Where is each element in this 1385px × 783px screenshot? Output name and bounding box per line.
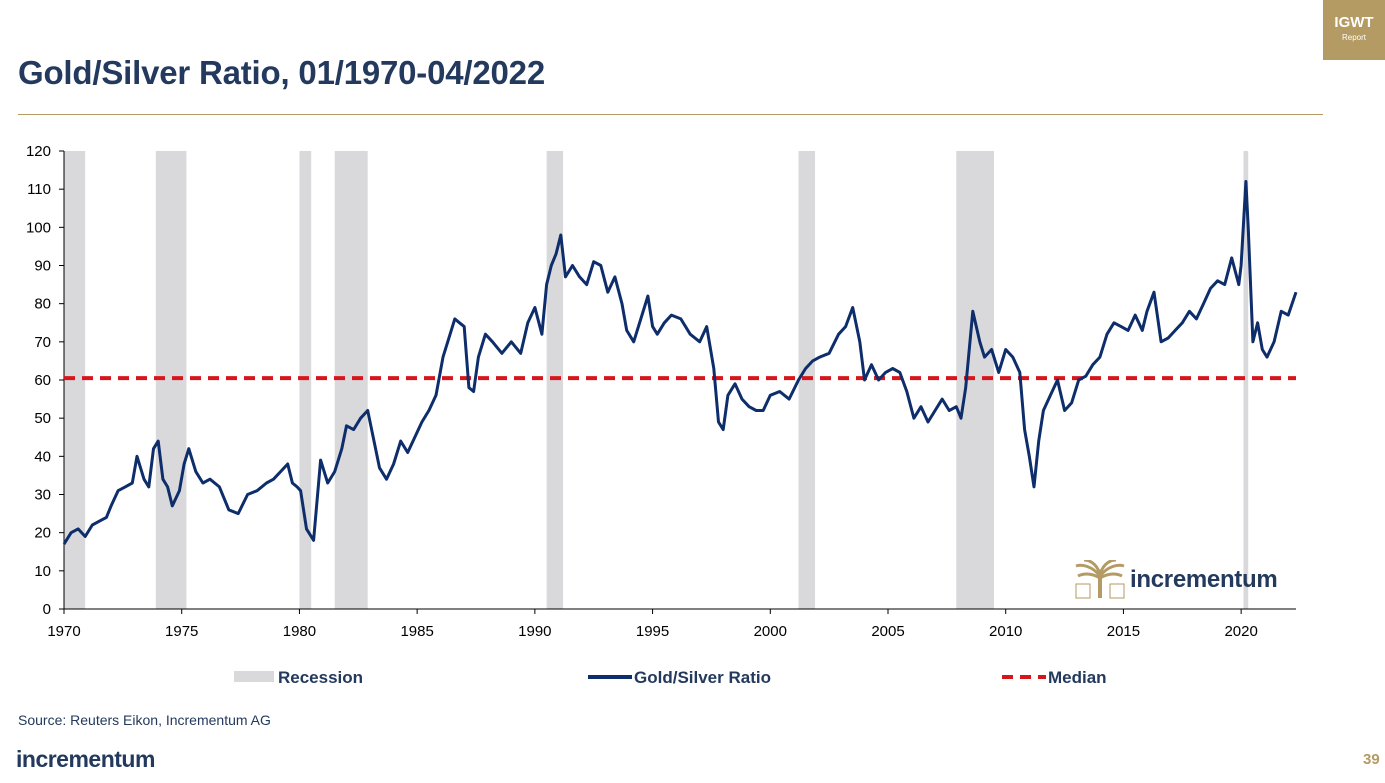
- x-tick-label-8: 2010: [989, 623, 1022, 640]
- igwt-report-badge: IGWT Report: [1323, 0, 1385, 60]
- legend-label-median: Median: [1048, 668, 1107, 687]
- y-tick-label-3: 30: [34, 487, 51, 504]
- title-divider: [18, 114, 1323, 115]
- y-tick-label-11: 110: [27, 181, 51, 198]
- watermark-text: incrementum: [1130, 566, 1278, 593]
- incrementum-watermark: incrementum: [1074, 558, 1278, 600]
- y-tick-label-12: 120: [26, 143, 51, 160]
- badge-subtitle: Report: [1341, 33, 1366, 42]
- x-tick-label-1: 1975: [165, 623, 198, 640]
- x-tick-label-6: 2000: [754, 623, 787, 640]
- page-number: 39: [1363, 751, 1380, 768]
- y-tick-label-4: 40: [34, 448, 51, 465]
- y-tick-label-7: 70: [34, 334, 51, 351]
- badge-title: IGWT: [1334, 14, 1374, 31]
- x-tick-label-5: 1995: [636, 623, 669, 640]
- footer-brand: incrementum: [16, 746, 155, 772]
- x-tick-label-2: 1980: [283, 623, 316, 640]
- x-tick-label-3: 1985: [400, 623, 433, 640]
- y-tick-label-9: 90: [34, 258, 51, 275]
- chart-legend: Recession Gold/Silver Ratio Median: [234, 668, 1107, 687]
- legend-label-gold-silver-ratio: Gold/Silver Ratio: [634, 668, 771, 687]
- tree-logo-icon: [1075, 558, 1125, 599]
- series-group: [62, 180, 1298, 545]
- chart-axes: 0 10 20 30 40 50 60 70 80 90 100 110 120 1970 1975 1980…: [26, 143, 1296, 640]
- recession-bands: [64, 151, 1249, 609]
- x-tick-label-9: 2015: [1107, 623, 1140, 640]
- x-tick-label-10: 2020: [1224, 623, 1257, 640]
- y-tick-label-2: 20: [34, 525, 51, 542]
- y-tick-label-8: 80: [34, 296, 51, 313]
- y-tick-label-0: 0: [43, 601, 51, 618]
- legend-label-recession: Recession: [278, 668, 363, 687]
- recession-band-7: [1243, 151, 1249, 609]
- series-line-gold-silver-ratio: [62, 180, 1298, 545]
- x-tick-label-4: 1990: [518, 623, 551, 640]
- y-tick-label-10: 100: [26, 219, 51, 236]
- y-tick-label-6: 60: [34, 372, 51, 389]
- y-tick-label-5: 50: [34, 410, 51, 427]
- x-tick-label-0: 1970: [47, 623, 80, 640]
- legend-swatch-recession: [234, 671, 274, 682]
- page-title: Gold/Silver Ratio, 01/1970-04/2022: [18, 54, 545, 91]
- source-note: Source: Reuters Eikon, Incrementum AG: [18, 712, 271, 728]
- y-tick-label-1: 10: [34, 563, 51, 580]
- x-tick-label-7: 2005: [871, 623, 904, 640]
